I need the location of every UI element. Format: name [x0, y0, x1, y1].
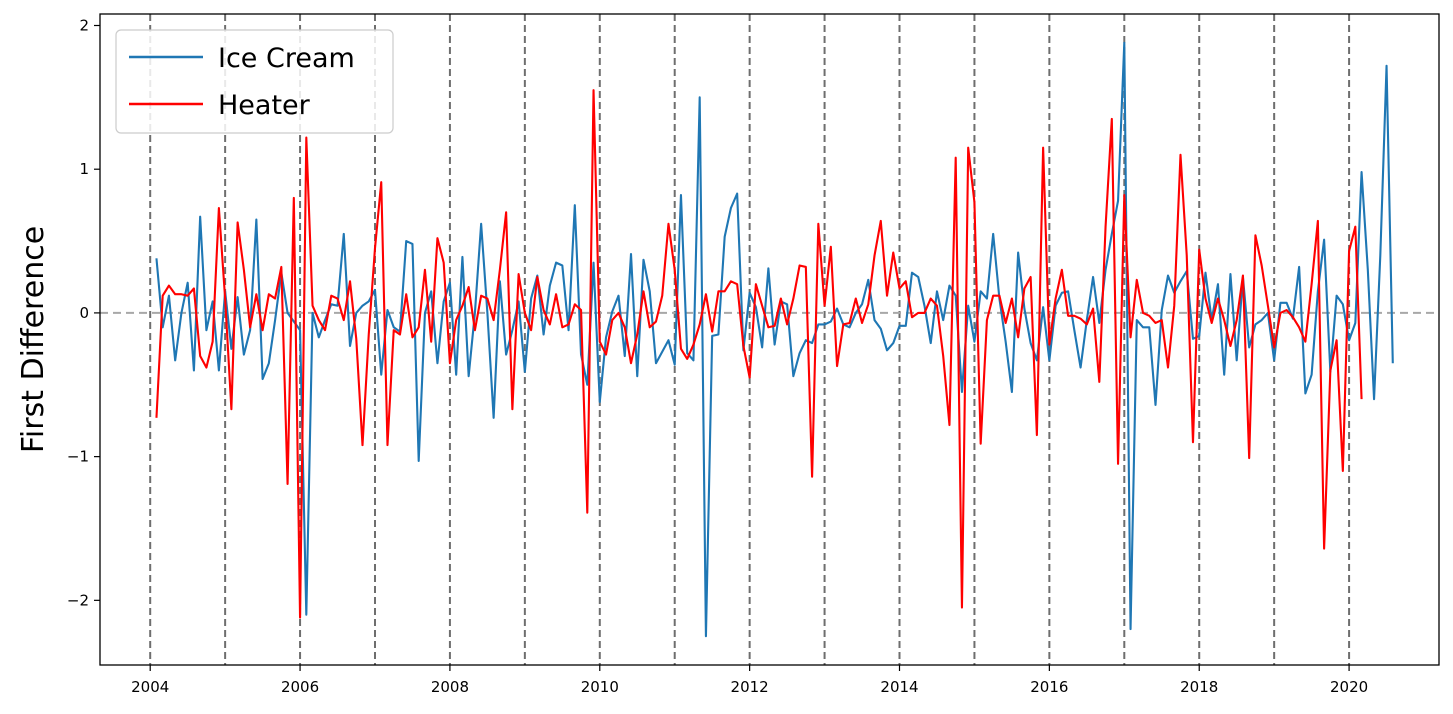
y-tick-label: −1: [67, 448, 89, 466]
x-tick-label: 2016: [1030, 678, 1068, 696]
y-tick-label: 0: [79, 304, 89, 322]
y-tick-label: 1: [79, 160, 89, 178]
x-tick-label: 2012: [731, 678, 769, 696]
legend-label-ice-cream: Ice Cream: [218, 43, 355, 74]
x-axis-ticks: 2004 2006 2008 2010 2012 2014 2016 2018 2020: [131, 665, 1368, 696]
x-tick-label: 2018: [1180, 678, 1218, 696]
series-lines: [155, 41, 1394, 638]
legend: Ice Cream Heater: [115, 29, 394, 134]
x-tick-label: 2006: [281, 678, 319, 696]
legend-label-heater: Heater: [218, 90, 311, 121]
series-line-heater: [155, 89, 1363, 619]
x-tick-label: 2014: [880, 678, 918, 696]
y-tick-label: 2: [79, 16, 89, 34]
vertical-reference-lines: [149, 14, 1351, 665]
x-tick-label: 2020: [1330, 678, 1368, 696]
x-tick-label: 2004: [131, 678, 169, 696]
y-axis-ticks: −2 −1 0 1 2: [67, 16, 100, 609]
plot-area-frame: [99, 13, 1440, 666]
y-tick-label: −2: [67, 591, 89, 609]
y-axis-label: First Difference: [16, 226, 51, 453]
x-tick-label: 2008: [431, 678, 469, 696]
x-tick-label: 2010: [581, 678, 619, 696]
